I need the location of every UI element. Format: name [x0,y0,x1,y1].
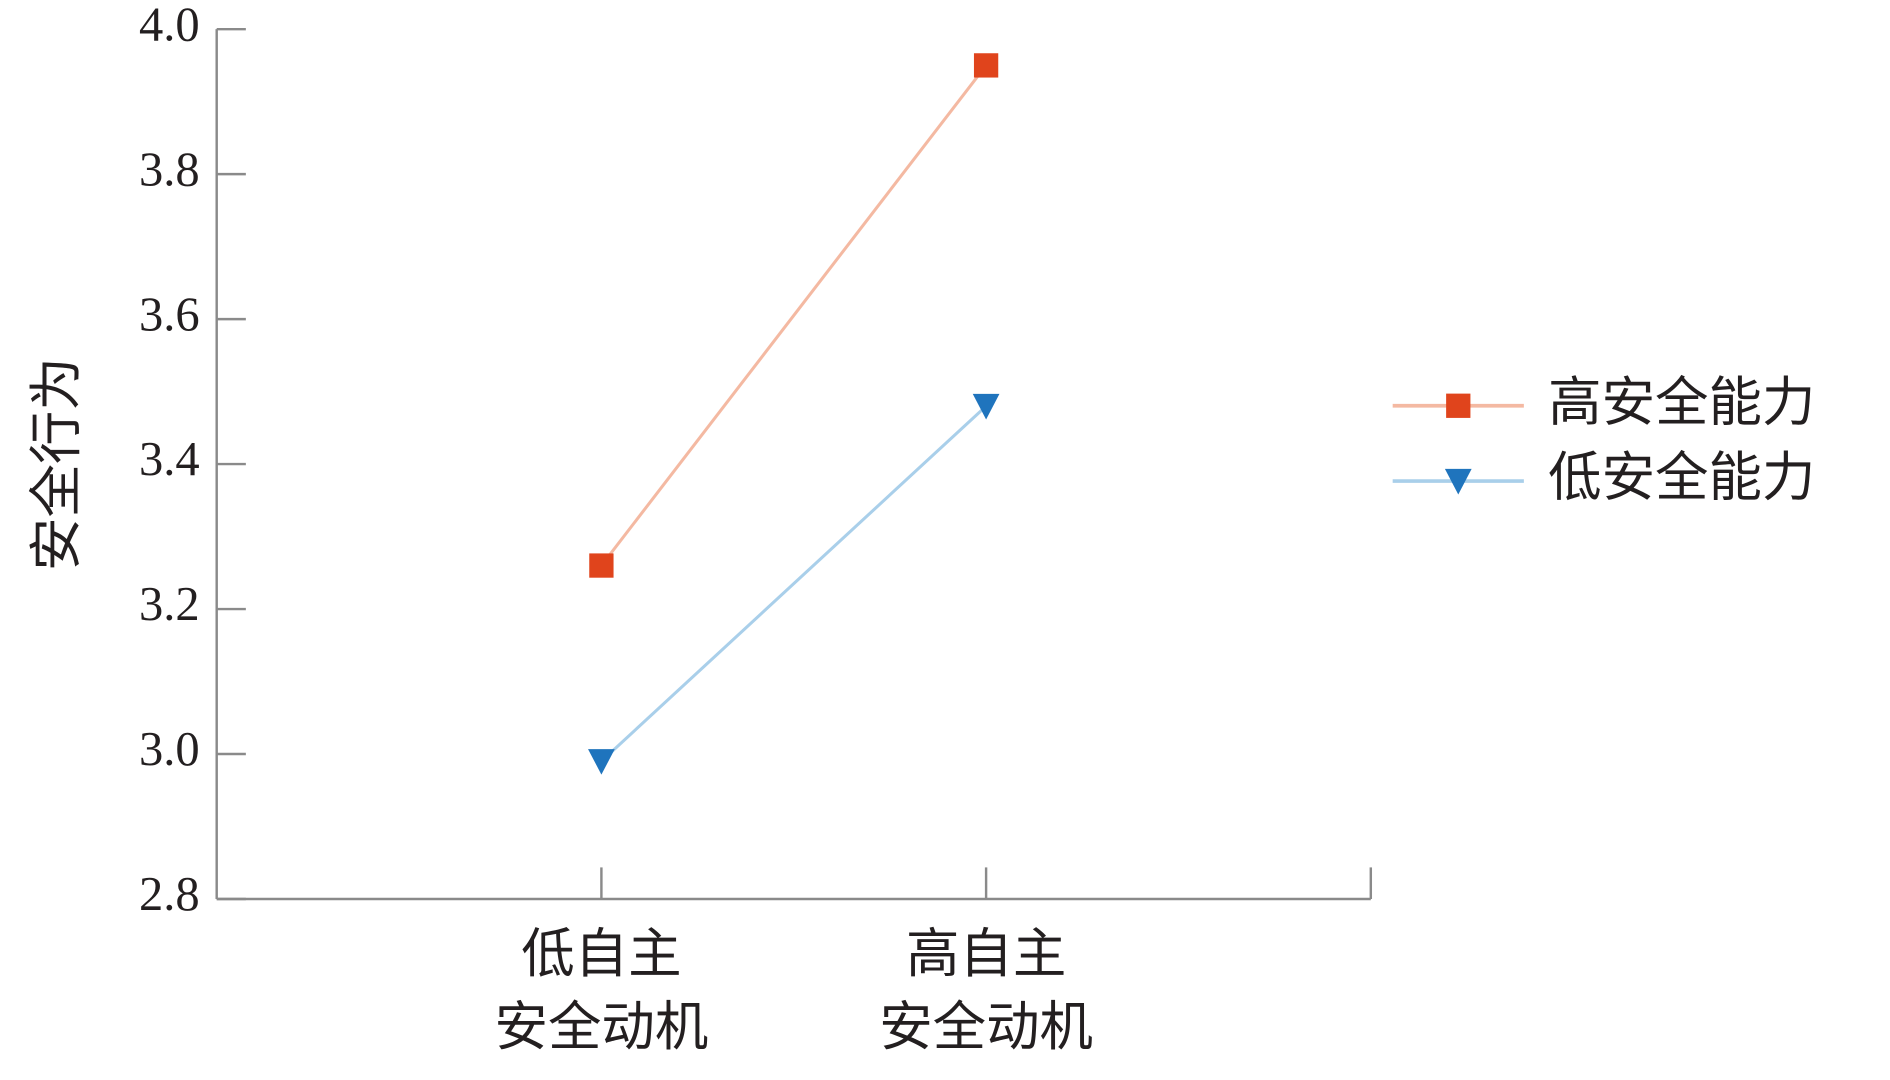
data-point [589,553,614,578]
legend-marker [1444,468,1472,495]
y-tick-label: 4.0 [139,0,200,51]
y-tick-label: 3.8 [139,142,200,196]
data-point [973,53,999,78]
data-point [972,393,1000,420]
y-axis-label: 安全行为 [25,357,88,571]
legend-label: 低安全能力 [1548,446,1815,509]
x-tick-label: 高自主 [906,922,1066,985]
data-point [588,749,615,775]
legend-marker [1446,393,1471,418]
x-tick-label: 安全动机 [495,995,709,1058]
y-tick-label: 2.8 [139,867,200,921]
y-tick-label: 3.4 [139,432,200,486]
series-line [600,404,988,763]
legend-label: 高安全能力 [1548,370,1815,433]
y-tick-label: 3.0 [139,722,200,776]
series-line [600,64,988,567]
x-tick-label: 安全动机 [879,995,1093,1058]
x-tick-label: 低自主 [521,922,681,985]
y-tick-label: 3.2 [139,577,200,631]
y-tick-label: 3.6 [139,287,200,341]
